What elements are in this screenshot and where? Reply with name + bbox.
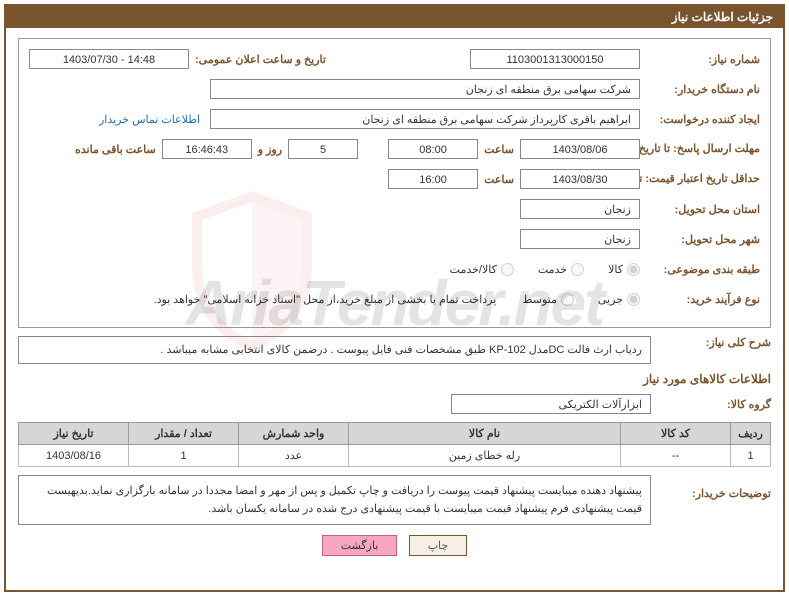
category-option-1[interactable]: خدمت [538,263,584,276]
table-header-2: نام کالا [349,423,621,445]
deadline-time-field: 08:00 [388,139,478,159]
process-radio-label-0: جزیی [598,293,623,306]
process-note: پرداخت تمام یا بخشی از مبلغ خرید،از محل … [154,293,497,306]
back-button[interactable]: بازگشت [322,535,398,556]
goods-table: ردیفکد کالانام کالاواحد شمارشتعداد / مقد… [18,422,771,467]
summary-label: شرح کلی نیاز: [651,336,771,349]
print-button[interactable]: چاپ [409,535,468,556]
time-label-2: ساعت [484,173,514,186]
button-bar: چاپ بازگشت [18,535,771,556]
summary-box: ردیاب ارث فالت DCمدل KP-102 طبق مشخصات ف… [18,336,651,364]
remaining-time-field: 16:46:43 [162,139,252,159]
category-label: طبقه بندی موضوعی: [640,263,760,276]
info-box: شماره نیاز: 1103001313000150 تاریخ و ساع… [18,38,771,328]
remaining-label: ساعت باقی مانده [75,143,156,156]
process-radio-0[interactable] [627,293,640,306]
announce-field: 1403/07/30 - 14:48 [29,49,189,69]
details-panel: جزئیات اطلاعات نیاز شماره نیاز: 11030013… [4,4,785,592]
table-header-3: واحد شمارش [239,423,349,445]
requester-field: ابراهیم باقری کارپرداز شرکت سهامی برق من… [210,109,640,129]
category-radio-label-1: خدمت [538,263,567,276]
table-header-5: تاریخ نیاز [19,423,129,445]
category-option-2[interactable]: کالا/خدمت [450,263,514,276]
category-radio-1[interactable] [571,263,584,276]
validity-time-field: 16:00 [388,169,478,189]
requester-label: ایجاد کننده درخواست: [640,113,760,126]
validity-date-field: 1403/08/30 [520,169,640,189]
validity-label: حداقل تاریخ اعتبار قیمت: تا تاریخ: [640,173,760,185]
buyer-org-field: شرکت سهامی برق منطقه ای زنجان [210,79,640,99]
table-row: 1--رله خطای زمینعدد11403/08/16 [19,445,771,467]
category-radio-label-2: کالا/خدمت [450,263,497,276]
days-and-label: روز و [258,143,282,156]
table-cell-0-3: عدد [239,445,349,467]
category-radio-label-0: کالا [608,263,623,276]
process-radio-label-1: متوسط [522,293,557,306]
goods-group-label: گروه کالا: [651,398,771,411]
table-header-4: تعداد / مقدار [129,423,239,445]
buyer-org-label: نام دستگاه خریدار: [640,83,760,96]
announce-label: تاریخ و ساعت اعلان عمومی: [195,53,326,66]
process-radio-1[interactable] [561,293,574,306]
need-number-label: شماره نیاز: [640,53,760,66]
category-radio-0[interactable] [627,263,640,276]
buyer-contact-link[interactable]: اطلاعات تماس خریدار [99,113,200,126]
province-field: زنجان [520,199,640,219]
table-cell-0-0: 1 [731,445,771,467]
province-label: استان محل تحویل: [640,203,760,216]
table-cell-0-1: -- [621,445,731,467]
goods-section-title: اطلاعات کالاهای مورد نیاز [18,372,771,386]
goods-group-field: ابزارآلات الکتریکی [451,394,651,414]
process-option-1[interactable]: متوسط [522,293,574,306]
table-header-0: ردیف [731,423,771,445]
table-cell-0-4: 1 [129,445,239,467]
table-header-1: کد کالا [621,423,731,445]
city-label: شهر محل تحویل: [640,233,760,246]
category-radio-group: کالا خدمت کالا/خدمت [432,263,640,276]
city-field: زنجان [520,229,640,249]
process-option-0[interactable]: جزیی [598,293,640,306]
buyer-notes-box: پیشنهاد دهنده میبایست پیشنهاد قیمت پیوست… [18,475,651,525]
table-cell-0-2: رله خطای زمین [349,445,621,467]
deadline-label: مهلت ارسال پاسخ: تا تاریخ: [640,143,760,155]
table-cell-0-5: 1403/08/16 [19,445,129,467]
need-number-field: 1103001313000150 [470,49,640,69]
buyer-notes-label: توضیحات خریدار: [651,475,771,500]
days-count-field: 5 [288,139,358,159]
time-label-1: ساعت [484,143,514,156]
process-label: نوع فرآیند خرید: [640,293,760,306]
process-radio-group: جزیی متوسط [504,293,640,306]
deadline-date-field: 1403/08/06 [520,139,640,159]
panel-title: جزئیات اطلاعات نیاز [6,6,783,28]
category-radio-2[interactable] [501,263,514,276]
category-option-0[interactable]: کالا [608,263,640,276]
